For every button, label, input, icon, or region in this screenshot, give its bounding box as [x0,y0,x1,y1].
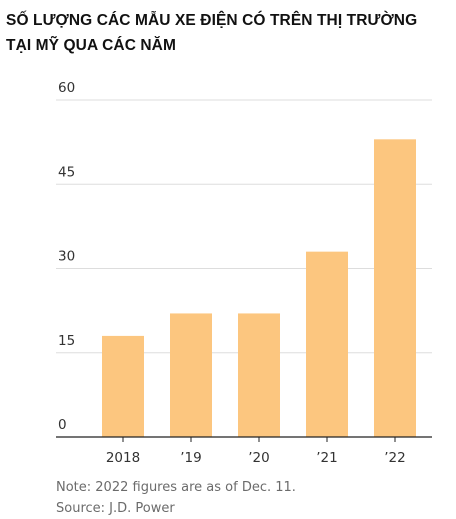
bar-4 [306,251,348,437]
y-tick-label: 60 [58,80,75,96]
chart-footer: Note: 2022 figures are as of Dec. 11. So… [56,477,296,519]
bar-2 [170,313,212,437]
y-axis-ticks: 0 15 30 45 60 [58,80,75,433]
chart-title-line-2: TẠI MỸ QUA CÁC NĂM [6,37,176,54]
x-axis-ticks: 2018 ’19 ’20 ’21 ’22 [106,437,406,466]
chart-note: Note: 2022 figures are as of Dec. 11. [56,480,296,495]
x-tick-label: ’22 [384,450,405,466]
y-tick-label: 0 [58,417,67,433]
bar-3 [238,313,280,437]
bar-5 [374,139,416,438]
x-tick-label: ’19 [180,450,201,466]
y-tick-label: 45 [58,164,75,180]
chart-source: Source: J.D. Power [56,501,175,516]
bars [56,139,432,438]
chart-title: SỐ LƯỢNG CÁC MẪU XE ĐIỆN CÓ TRÊN THỊ TRƯ… [6,8,446,58]
x-tick-label: ’21 [316,450,337,466]
bar-1 [102,335,144,437]
y-tick-label: 15 [58,333,75,349]
x-tick-label: 2018 [106,450,140,466]
y-tick-label: 30 [58,249,75,265]
x-tick-label: ’20 [248,450,269,466]
chart-title-line-1: SỐ LƯỢNG CÁC MẪU XE ĐIỆN CÓ TRÊN THỊ TRƯ… [6,12,418,29]
